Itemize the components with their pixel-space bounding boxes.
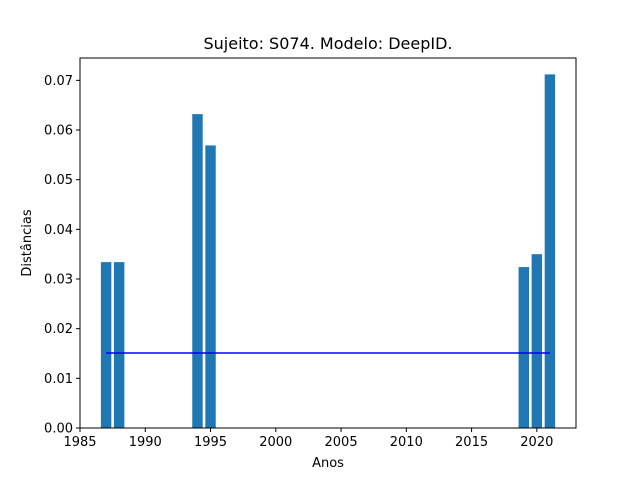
bars-group [100,74,556,429]
bar-1994 [192,114,203,429]
y-tick-label-0.07: 0.07 [44,74,73,89]
x-tick-label-2000: 2000 [259,435,292,450]
x-axis-label: Anos [312,456,344,471]
x-axis-ticks: 1985 1990 1995 2000 2005 2010 2015 2020 [63,428,553,450]
y-tick-label-0.05: 0.05 [44,173,73,188]
y-tick-label-0.06: 0.06 [44,124,73,139]
x-tick-label-2020: 2020 [520,435,553,450]
bar-2020 [531,254,543,428]
x-tick-label-1990: 1990 [129,435,162,450]
bar-1995 [205,145,216,428]
bar-1988 [113,262,125,428]
x-tick-label-1985: 1985 [63,435,96,450]
x-tick-label-2005: 2005 [325,435,358,450]
y-axis-ticks: 0.00 0.01 0.02 0.03 0.04 0.05 0.06 0.07 [44,74,80,437]
y-axis-label: Distâncias [20,209,35,276]
y-tick-label-0.02: 0.02 [44,322,73,337]
y-tick-label-0.03: 0.03 [44,273,73,288]
y-tick-label-0.01: 0.01 [44,372,73,387]
y-tick-label-0.04: 0.04 [44,223,73,238]
x-tick-label-2015: 2015 [455,435,488,450]
chart-title: Sujeito: S074. Modelo: DeepID. [203,34,452,53]
x-tick-label-1995: 1995 [194,435,227,450]
bar-1987 [100,262,112,428]
bar-2019 [518,267,530,428]
y-tick-label-0.00: 0.00 [44,422,73,437]
plot-frame [79,57,577,429]
bar-2021 [544,74,556,429]
x-tick-label-2010: 2010 [390,435,423,450]
